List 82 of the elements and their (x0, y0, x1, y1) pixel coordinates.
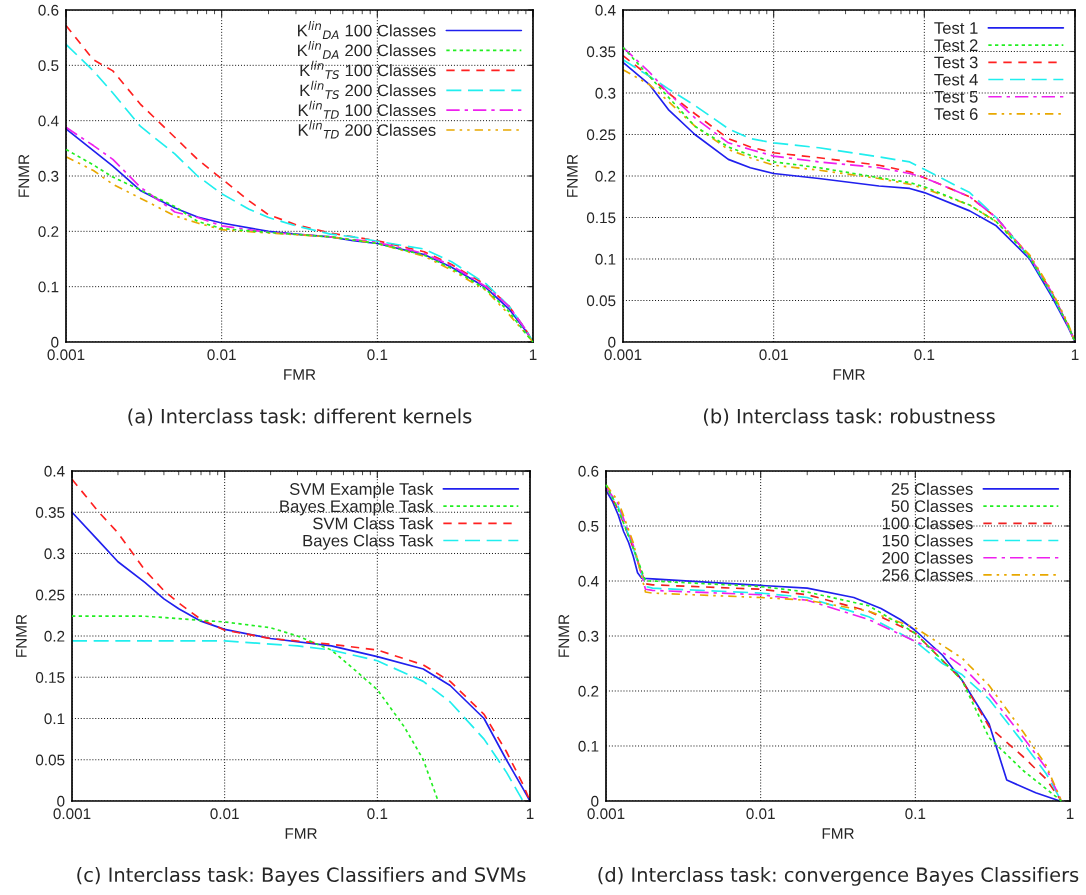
legend-label: Test 4 (934, 73, 978, 86)
y-tick-label: 0.5 (38, 60, 59, 72)
legend-label: K$^{lin}$$_{TS}$ 100 Classes (300, 60, 436, 80)
y-tick-label: 0.1 (595, 253, 616, 265)
y-tick-label: 0.4 (595, 4, 616, 16)
x-tick-label: 1 (1066, 808, 1074, 820)
x-tick-label: 0.001 (53, 808, 91, 820)
y-tick-label: 0 (57, 795, 65, 807)
y-tick-label: 0.6 (578, 465, 599, 477)
x-tick-label: 0.1 (905, 808, 926, 820)
y-axis-title: FNMR (16, 614, 27, 657)
y-tick-label: 0.1 (578, 740, 599, 752)
x-tick-label: 0.1 (914, 349, 935, 361)
x-tick-label: 0.01 (759, 349, 788, 361)
y-axis-title: FNMR (567, 154, 578, 197)
legend-label: 25 Classes (891, 482, 973, 495)
legend-label: 150 Classes (882, 534, 973, 547)
y-tick-label: 0.25 (35, 589, 65, 601)
y-tick-label: 0.4 (578, 575, 599, 587)
y-tick-label: 0.25 (586, 129, 616, 141)
legend-label: K$^{lin}$$_{TD}$ 100 Classes (298, 100, 436, 119)
x-tick-label: 1 (526, 808, 534, 820)
y-tick-label: 0.35 (586, 46, 616, 58)
x-axis-title: FMR (284, 369, 316, 380)
legend-label: K$^{lin}$$_{DA}$ 100 Classes (298, 21, 436, 40)
y-tick-label: 0 (591, 795, 599, 807)
x-tick-label: 0.01 (207, 349, 236, 361)
legend-label: 200 Classes (882, 551, 973, 564)
y-tick-label: 0.2 (578, 685, 599, 697)
y-tick-label: 0.6 (38, 4, 59, 16)
x-tick-label: 0.01 (746, 808, 775, 820)
text: (d) Interclass task: convergence Bayes Classifiers (598, 867, 1079, 886)
y-tick-label: 0.4 (38, 115, 59, 127)
legend-label: 50 Classes (891, 499, 973, 513)
x-tick-label: 0.01 (210, 808, 239, 820)
x-tick-label: 0.1 (367, 349, 388, 361)
y-tick-label: 0.3 (38, 170, 59, 182)
y-tick-label: 0.3 (44, 548, 65, 560)
y-tick-label: 0.5 (578, 520, 599, 532)
legend-label: K$^{lin}$$_{DA}$ 200 Classes (298, 40, 436, 59)
y-tick-label: 0.2 (595, 170, 616, 182)
y-tick-label: 0.2 (38, 226, 59, 238)
y-axis-title: FNMR (18, 154, 30, 197)
legend-label: 256 Classes (882, 568, 973, 581)
text: (a) Interclass task: different kernels (128, 408, 472, 426)
y-tick-label: 0.4 (44, 465, 65, 477)
y-tick-label: 0.05 (35, 754, 65, 766)
x-axis-title: FMR (833, 369, 865, 380)
x-axis-title: FMR (822, 828, 854, 839)
legend-label: Bayes Example Task (280, 499, 434, 516)
legend-label: Test 2 (934, 39, 978, 52)
legend-label: Test 6 (934, 108, 978, 120)
x-axis-title: FMR (285, 828, 317, 839)
y-tick-label: 0.05 (586, 295, 616, 307)
x-tick-label: 1 (529, 349, 537, 361)
x-tick-label: 0.001 (604, 349, 642, 361)
y-tick-label: 0.3 (595, 87, 616, 99)
x-tick-label: 0.1 (367, 808, 388, 820)
x-tick-label: 1 (1071, 349, 1079, 361)
text: (b) Interclass task: robustness (703, 408, 995, 426)
legend-label: K$^{lin}$$_{TD}$ 200 Classes (298, 120, 436, 139)
legend-label: Test 3 (934, 56, 978, 69)
y-tick-label: 0.15 (586, 212, 616, 224)
text: (c) Interclass task: Bayes Classifiers and SVMs (77, 867, 526, 886)
x-tick-label: 0.001 (47, 349, 85, 361)
y-tick-label: 0.15 (35, 672, 65, 683)
legend-label: K$^{lin}$$_{TS}$ 200 Classes (300, 80, 436, 100)
legend-label: SVM Class Task (313, 517, 434, 530)
legend-label: Test 1 (934, 22, 978, 34)
legend-label: Test 5 (934, 91, 978, 103)
x-tick-label: 0.001 (587, 808, 625, 820)
y-tick-label: 0.1 (44, 713, 65, 725)
y-tick-label: 0.1 (38, 281, 59, 293)
legend-label: Bayes Class Task (303, 534, 434, 550)
legend-label: 100 Classes (882, 517, 973, 530)
y-tick-label: 0 (608, 336, 616, 348)
y-tick-label: 0.2 (44, 630, 65, 642)
y-axis-title: FNMR (558, 614, 570, 657)
y-tick-label: 0.3 (578, 630, 599, 642)
y-tick-label: 0.35 (35, 507, 65, 518)
legend-label: SVM Example Task (289, 482, 434, 499)
y-tick-label: 0 (51, 336, 59, 348)
